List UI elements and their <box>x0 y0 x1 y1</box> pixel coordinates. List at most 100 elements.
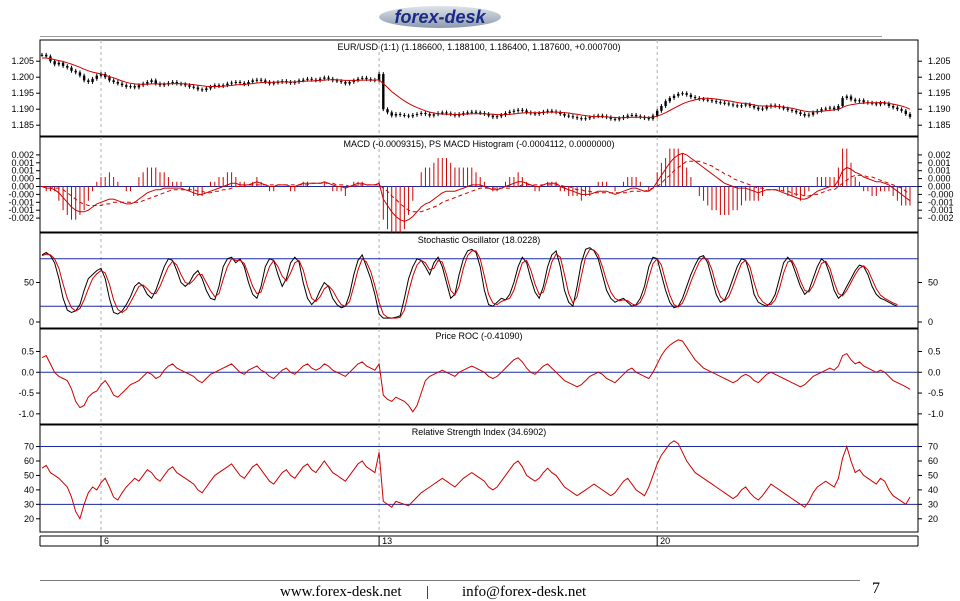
price-body <box>415 114 419 115</box>
price-body <box>234 82 238 83</box>
price-body <box>824 108 827 110</box>
panel-5: Relative Strength Index (34.6902) 70 70 60 6… <box>24 424 938 533</box>
price-body <box>714 101 718 103</box>
price-body <box>238 82 242 83</box>
price-body <box>99 74 103 76</box>
k-line <box>41 247 898 319</box>
y-tick-label-right: -0.5 <box>928 388 944 398</box>
rsi-line <box>41 440 911 521</box>
y-tick-label-right: 0.0 <box>928 367 941 377</box>
y-tick-label-left: 0.5 <box>21 346 34 356</box>
price-body <box>879 102 882 105</box>
price-body <box>685 93 688 95</box>
price-body <box>57 62 61 65</box>
price-body <box>403 114 406 116</box>
y-tick-label-left: -1.0 <box>18 409 34 419</box>
y-tick-label-right: 0 <box>928 317 933 327</box>
price-body <box>53 61 56 65</box>
roc-line <box>41 339 911 413</box>
price-body <box>618 118 621 120</box>
price-body <box>200 89 204 91</box>
price-body <box>828 107 832 109</box>
price-body <box>841 98 844 106</box>
price-body <box>361 77 364 79</box>
price-body <box>398 114 402 115</box>
price-body <box>171 82 174 83</box>
price-body <box>795 110 798 113</box>
y-tick-label-right: 1.205 <box>928 56 951 66</box>
price-body <box>660 106 663 111</box>
price-body <box>672 95 676 98</box>
price-body <box>226 83 229 86</box>
y-tick-label-right: 0.001 <box>928 166 951 176</box>
price-body <box>310 78 313 80</box>
price-body <box>188 85 191 87</box>
panel-2: MACD (-0.0009315), PS MACD Histogram (-0… <box>8 136 954 239</box>
price-body <box>192 86 195 88</box>
price-body <box>150 80 153 82</box>
price-body <box>664 101 667 106</box>
price-body <box>580 118 583 120</box>
price-body <box>723 102 726 104</box>
price-body <box>61 62 65 66</box>
price-body <box>251 80 254 82</box>
price-body <box>736 105 739 107</box>
forex-desk-logo: forex-desk <box>378 4 502 30</box>
price-body <box>567 115 570 117</box>
price-body <box>348 82 351 84</box>
footer-email[interactable]: info@forex-desk.net <box>462 584 587 600</box>
price-body <box>752 106 756 108</box>
price-body <box>146 82 149 84</box>
footer-website[interactable]: www.forex-desk.net <box>280 584 402 600</box>
y-tick-label-right: 50 <box>928 278 938 288</box>
price-body <box>693 97 697 99</box>
price-body <box>259 79 263 81</box>
price-body <box>799 112 802 114</box>
price-body <box>390 112 393 116</box>
price-body <box>217 85 221 87</box>
price-body <box>74 70 77 73</box>
panel-frame <box>39 232 919 329</box>
price-body <box>116 82 120 84</box>
price-body <box>441 112 444 114</box>
price-body <box>129 86 132 88</box>
price-body <box>154 80 157 84</box>
price-body <box>82 75 86 81</box>
price-body <box>40 54 44 56</box>
panel-title: MACD (-0.0009315), PS MACD Histogram (-0… <box>344 139 615 149</box>
price-body <box>323 77 326 79</box>
price-body <box>731 104 735 106</box>
price-body <box>356 78 360 81</box>
price-body <box>318 78 322 81</box>
y-tick-label-right: 0.5 <box>928 346 941 356</box>
price-body <box>344 82 347 84</box>
price-body <box>757 107 760 110</box>
y-tick-label-right: 1.200 <box>928 72 951 82</box>
price-body <box>162 84 166 86</box>
panel-title: Relative Strength Index (34.6902) <box>412 427 547 437</box>
price-body <box>634 114 638 117</box>
y-tick-label-right: -0.001 <box>928 205 954 215</box>
macd-line <box>41 152 911 222</box>
price-body <box>837 106 840 110</box>
price-body <box>533 113 537 115</box>
header-rule <box>40 36 882 37</box>
price-body <box>655 110 659 116</box>
date-label: 20 <box>660 536 670 546</box>
footer-rule <box>40 580 860 581</box>
price-body <box>95 75 98 79</box>
price-body <box>727 103 731 105</box>
price-body <box>335 80 339 82</box>
price-body <box>230 82 233 84</box>
price-body <box>744 104 747 106</box>
price-body <box>432 114 436 116</box>
price-body <box>862 100 865 103</box>
y-tick-label-right: 0.002 <box>928 150 951 160</box>
price-body <box>377 74 381 81</box>
y-tick-label-right: 0.000 <box>928 182 951 192</box>
price-body <box>302 79 305 81</box>
y-tick-label-right: 50 <box>928 470 938 480</box>
panel-frame <box>39 328 919 425</box>
price-body <box>706 99 709 101</box>
price-body <box>546 110 549 112</box>
